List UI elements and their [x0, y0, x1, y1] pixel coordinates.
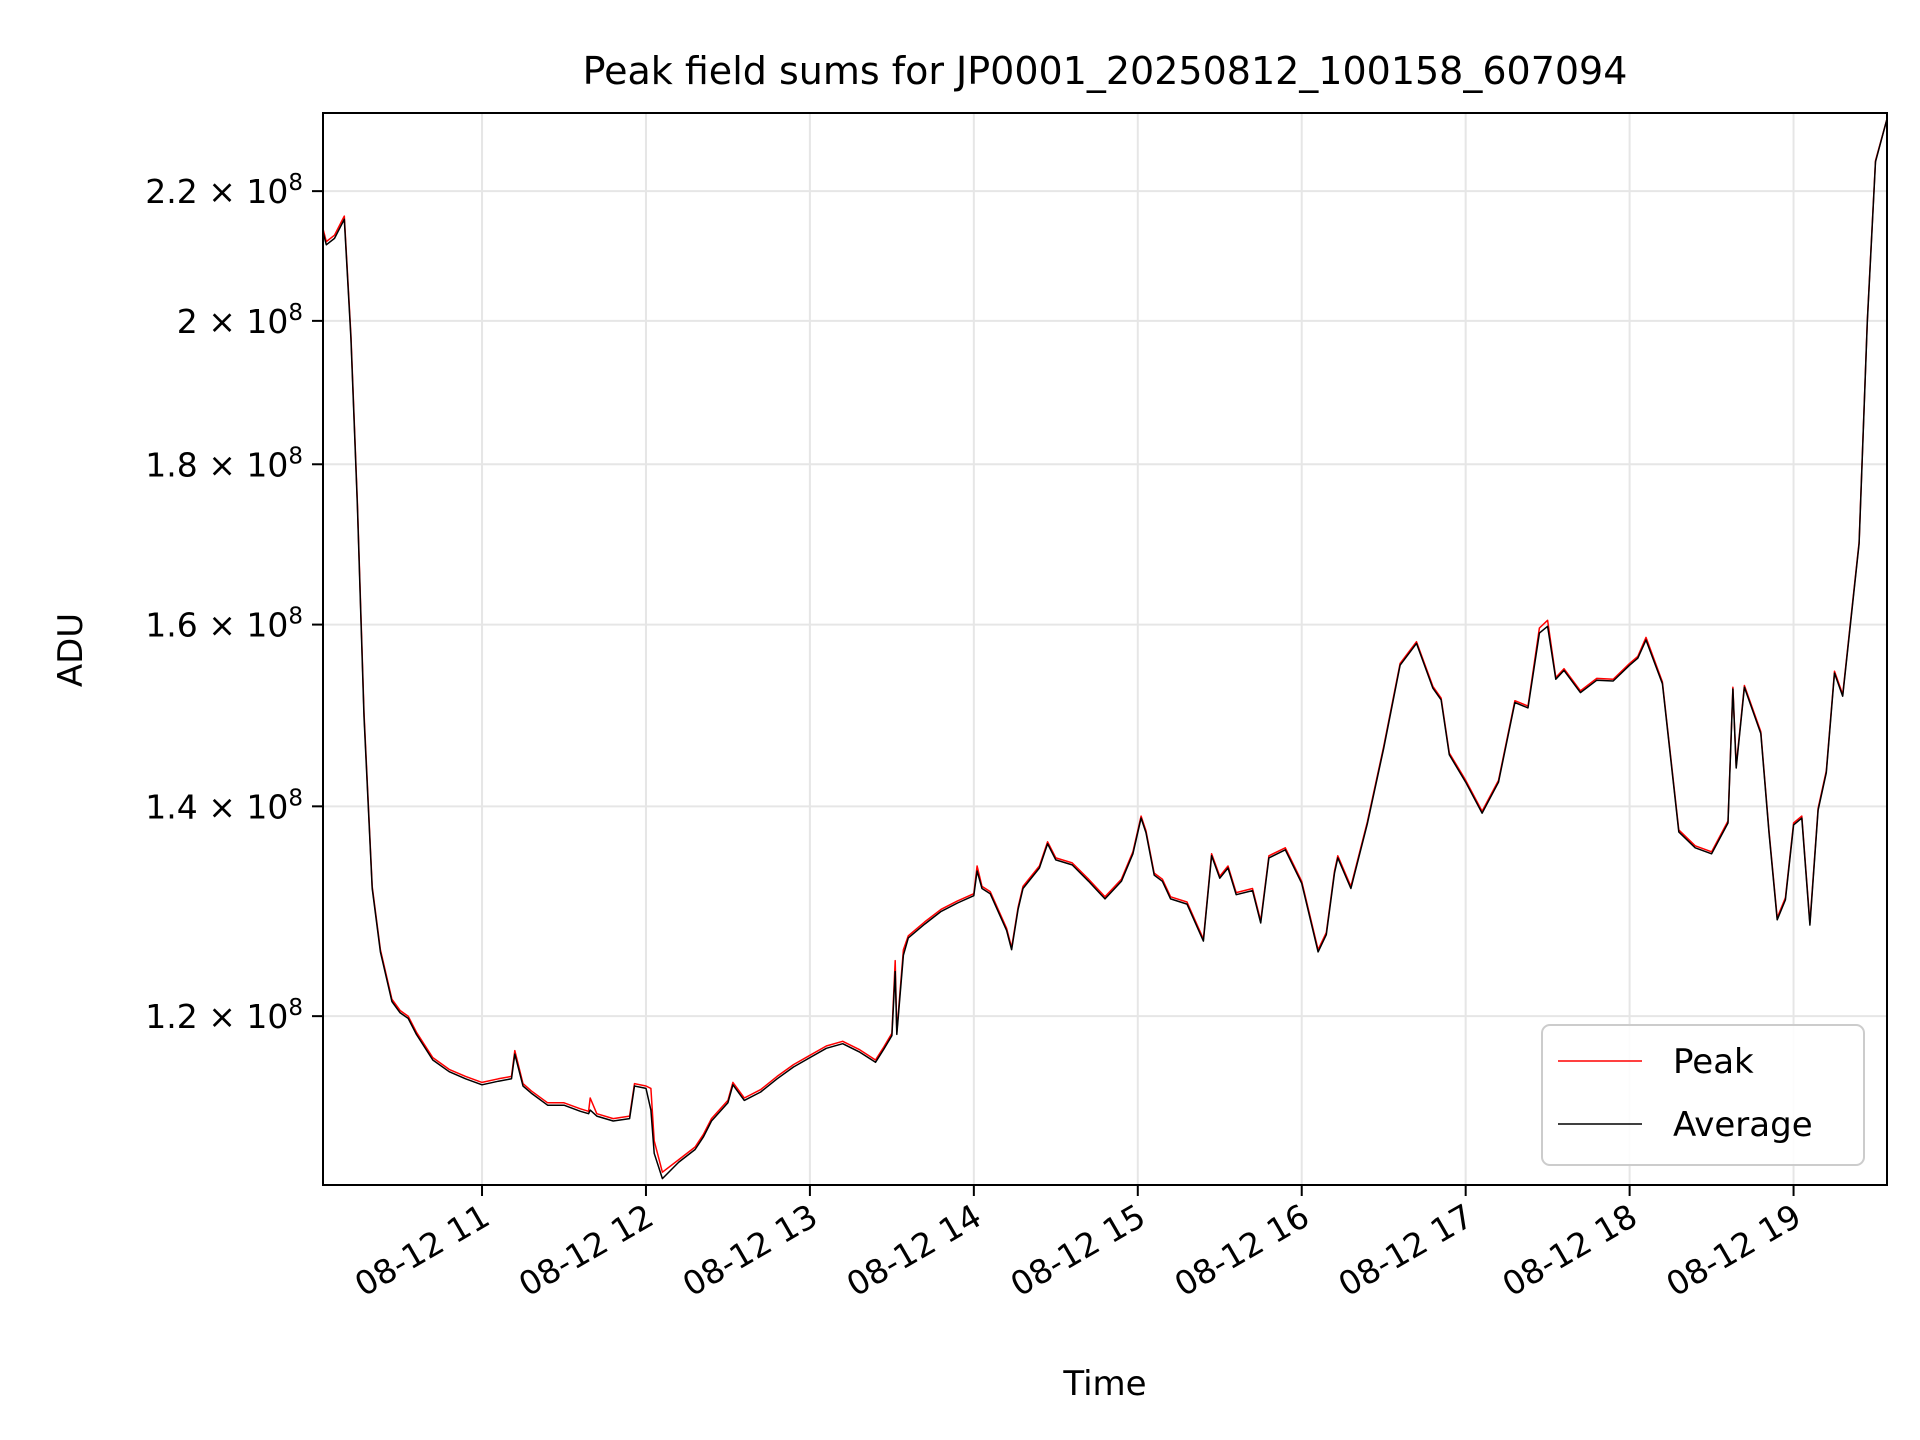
y-tick-label: 1.4 × 108 [145, 785, 303, 826]
legend-label-average: Average [1673, 1105, 1813, 1145]
y-tick-label: 1.8 × 108 [145, 443, 303, 484]
series-line-peak [323, 118, 1887, 1173]
series-lines [323, 118, 1887, 1180]
chart-title: Peak field sums for JP0001_20250812_1001… [583, 49, 1628, 93]
y-axis-label: ADU [51, 613, 91, 687]
y-tick-label: 1.6 × 108 [145, 604, 303, 645]
x-axis-label: Time [1062, 1364, 1146, 1404]
legend: Peak Average [1541, 1024, 1865, 1166]
y-tick-label: 2.2 × 108 [145, 170, 303, 211]
y-axis-ticks: 1.2 × 108 1.4 × 108 1.6 × 108 1.8 × 108 2 × … [145, 170, 323, 1036]
y-tick-label: 1.2 × 108 [145, 995, 303, 1036]
legend-box [1541, 1024, 1865, 1166]
series-line-average [323, 118, 1887, 1180]
legend-label-peak: Peak [1673, 1042, 1754, 1082]
y-tick-label: 2 × 108 [177, 300, 303, 341]
grid-lines [323, 113, 1887, 1185]
plot-frame [322, 112, 1888, 1186]
